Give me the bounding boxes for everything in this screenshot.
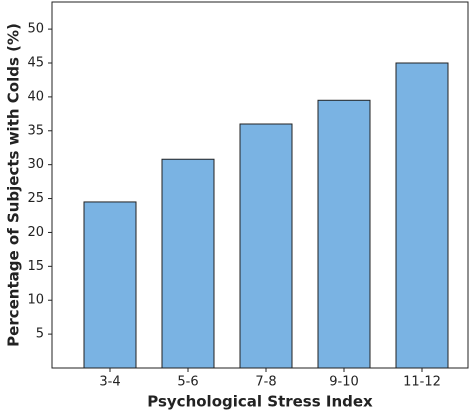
y-tick-label: 10 [27,293,44,308]
y-tick-label: 35 [27,123,44,138]
bar [317,99,371,369]
y-tick-label: 25 [27,191,44,206]
y-axis-title: Percentage of Subjects with Colds (%) [5,23,23,347]
y-tick-label: 50 [27,22,44,37]
y-tick-label: 20 [27,225,44,240]
x-tick-label: 7-8 [255,375,276,390]
x-tick-label: 9-10 [329,375,359,390]
bar [161,158,215,369]
bar [239,123,293,369]
y-tick-label: 40 [27,89,44,104]
x-tick-label: 11-12 [403,375,441,390]
y-tick-label: 15 [27,259,44,274]
y-tick-label: 5 [36,327,44,342]
x-tick-label: 3-4 [99,375,120,390]
bar [395,62,449,369]
x-axis-title: Psychological Stress Index [147,393,373,411]
y-tick-label: 30 [27,157,44,172]
bar [83,201,137,369]
y-tick-label: 45 [27,56,44,71]
x-tick-label: 5-6 [177,375,198,390]
